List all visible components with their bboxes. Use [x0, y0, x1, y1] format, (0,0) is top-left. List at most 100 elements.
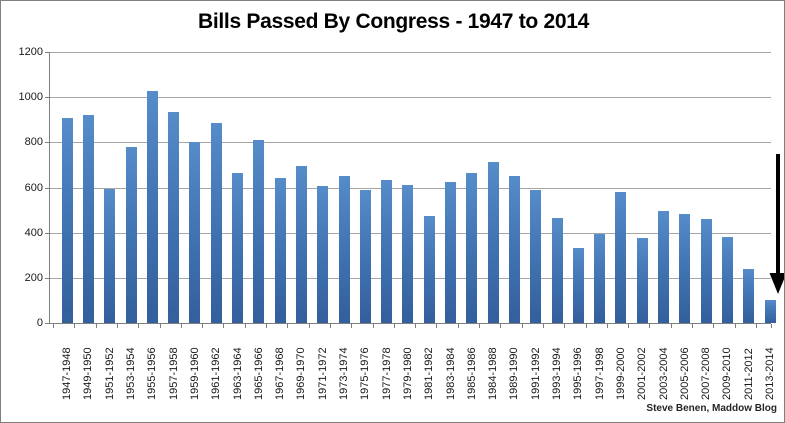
- axis-tick: [223, 324, 225, 328]
- axis-tick: [351, 324, 353, 328]
- bar-1983-1984: [445, 182, 457, 323]
- bar-1951-1952: [104, 188, 116, 323]
- y-axis-label: 400: [24, 226, 43, 239]
- axis-tick: [45, 187, 50, 189]
- x-axis-label: 2003-2004: [657, 347, 670, 400]
- bar-1973-1974: [338, 176, 350, 323]
- axis-tick: [45, 52, 50, 53]
- axis-tick: [202, 324, 204, 328]
- bar-2001-2002: [636, 237, 648, 323]
- bar-1965-1966: [253, 140, 265, 323]
- x-axis-label: 1999-2000: [614, 347, 627, 400]
- bar-1997-1998: [594, 234, 606, 323]
- x-axis-line: [49, 323, 771, 324]
- axis-tick: [585, 324, 587, 328]
- gridline: [49, 142, 771, 144]
- x-axis-label: 1967-1968: [274, 347, 287, 400]
- y-axis-label: 1000: [18, 91, 43, 104]
- bar-1955-1956: [146, 90, 158, 323]
- axis-tick: [771, 324, 772, 328]
- y-axis-label: 1200: [18, 46, 43, 58]
- axis-tick: [53, 324, 54, 328]
- x-axis-label: 2001-2002: [636, 347, 649, 400]
- y-axis-label: 0: [36, 317, 43, 329]
- bar-2011-2012: [743, 269, 755, 323]
- x-axis-label: 1993-1994: [551, 347, 564, 400]
- axis-tick: [713, 324, 715, 328]
- axis-tick: [393, 324, 395, 328]
- bar-1963-1964: [232, 172, 244, 323]
- axis-tick: [308, 324, 310, 328]
- x-axis-label: 1955-1956: [146, 347, 159, 400]
- x-axis-label: 2013-2014: [764, 347, 777, 400]
- bar-2003-2004: [658, 210, 670, 323]
- axis-tick: [45, 142, 50, 144]
- x-axis-label: 1985-1986: [465, 347, 478, 400]
- x-axis-label: 1961-1962: [210, 347, 223, 400]
- axis-tick: [521, 324, 523, 328]
- x-axis-label: 1977-1978: [380, 347, 393, 400]
- axis-tick: [500, 324, 502, 328]
- x-axis-label: 1997-1998: [593, 347, 606, 400]
- bar-1957-1958: [168, 111, 180, 323]
- axis-tick: [564, 324, 566, 328]
- axis-tick: [45, 323, 50, 324]
- axis-tick: [329, 324, 331, 328]
- x-axis-label: 1981-1982: [423, 347, 436, 400]
- axis-tick: [74, 324, 76, 328]
- bar-1975-1976: [359, 190, 371, 323]
- bar-2009-2010: [721, 236, 733, 323]
- x-axis-label: 1963-1964: [231, 347, 244, 400]
- axis-tick: [45, 97, 50, 99]
- bar-1979-1980: [402, 184, 414, 323]
- bar-1967-1968: [274, 178, 286, 323]
- bar-1977-1978: [381, 180, 393, 323]
- axis-tick: [116, 324, 118, 328]
- axis-tick: [692, 324, 693, 328]
- axis-tick: [266, 324, 267, 328]
- bar-1991-1992: [530, 189, 542, 323]
- bar-1985-1986: [466, 173, 478, 323]
- x-axis-label: 1979-1980: [401, 347, 414, 400]
- axis-tick: [436, 324, 438, 328]
- bar-1989-1990: [508, 176, 520, 323]
- bar-1995-1996: [572, 247, 584, 323]
- axis-tick: [649, 324, 651, 328]
- axis-tick: [244, 324, 246, 328]
- x-axis-label: 1965-1966: [252, 347, 265, 400]
- x-axis-label: 2007-2008: [700, 347, 713, 400]
- x-axis-label: 1995-1996: [572, 347, 585, 400]
- axis-tick: [457, 324, 459, 328]
- x-axis-label: 1949-1950: [82, 347, 95, 400]
- axis-tick: [479, 324, 480, 328]
- x-axis-label: 1957-1958: [167, 347, 180, 400]
- x-axis-label: 1951-1952: [103, 347, 116, 400]
- attribution-text: Steve Benen, Maddow Blog: [646, 403, 777, 414]
- bar-1971-1972: [317, 185, 329, 323]
- bar-1993-1994: [551, 217, 563, 323]
- axis-tick: [734, 324, 736, 328]
- axis-tick: [542, 324, 544, 328]
- axis-tick: [180, 324, 182, 328]
- axis-tick: [287, 324, 289, 328]
- x-axis-label: 1953-1954: [125, 347, 138, 400]
- x-axis-label: 1959-1960: [188, 347, 201, 400]
- axis-tick: [45, 232, 50, 234]
- axis-tick: [755, 324, 757, 328]
- x-axis-label: 1991-1992: [529, 347, 542, 400]
- bar-1959-1960: [189, 142, 201, 323]
- x-axis-label: 2011-2012: [742, 348, 755, 400]
- x-axis-label: 1983-1984: [444, 347, 457, 400]
- bar-1947-1948: [61, 118, 73, 323]
- gridline: [49, 52, 771, 53]
- x-axis-label: 1984-1988: [487, 347, 500, 400]
- bar-2007-2008: [700, 219, 712, 323]
- axis-tick: [95, 324, 97, 328]
- gridline: [49, 97, 771, 99]
- axis-tick: [372, 324, 374, 328]
- bar-1984-1988: [487, 161, 499, 323]
- bar-1949-1950: [82, 115, 94, 323]
- bar-1999-2000: [615, 192, 627, 323]
- x-axis-label: 1975-1976: [359, 347, 372, 400]
